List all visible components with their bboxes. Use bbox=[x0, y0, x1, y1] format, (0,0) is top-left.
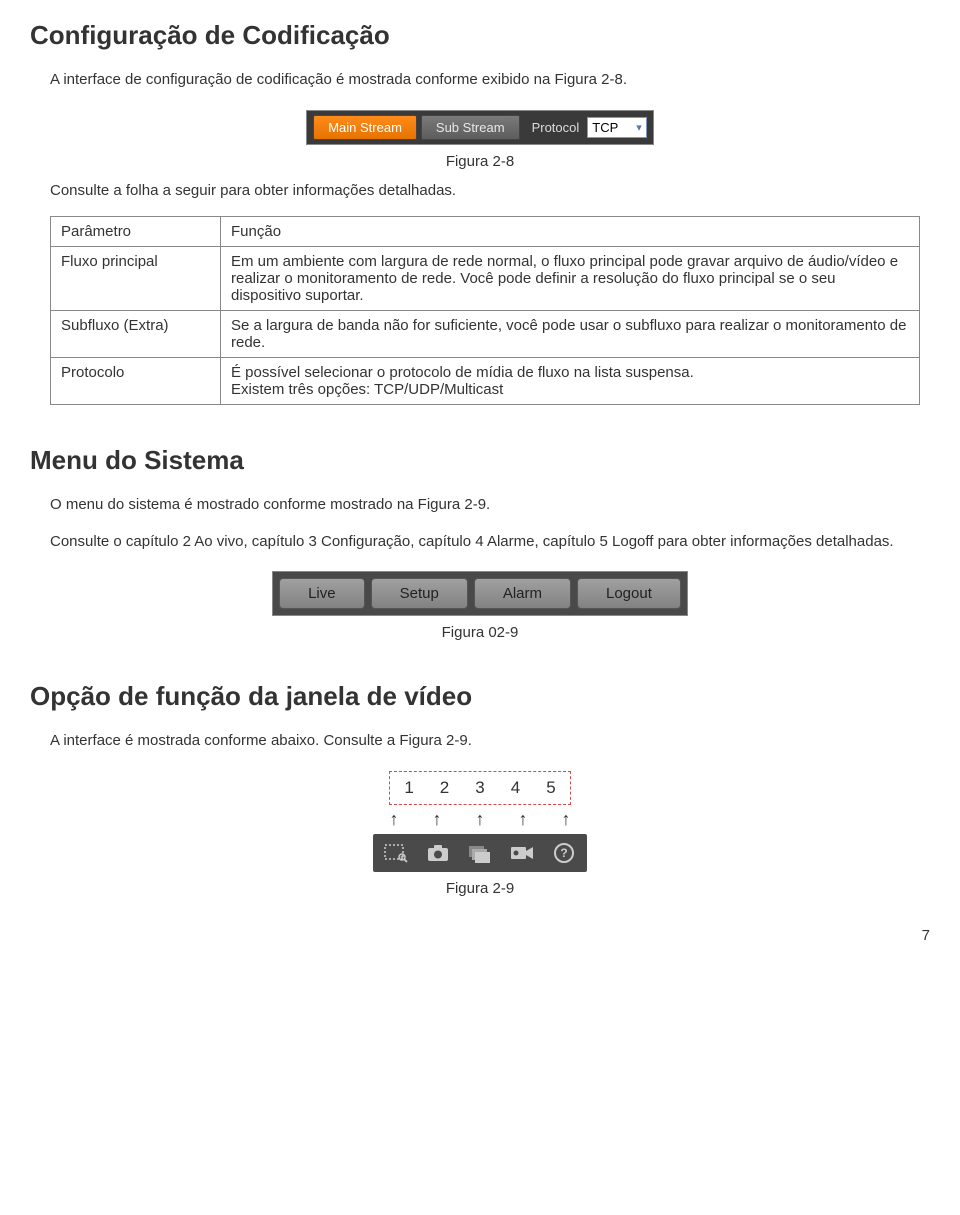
chevron-down-icon: ▾ bbox=[636, 121, 642, 134]
table-row: Fluxo principal Em um ambiente com largu… bbox=[51, 247, 920, 311]
menu-consult: Consulte o capítulo 2 Ao vivo, capítulo … bbox=[50, 531, 930, 554]
num-label: 2 bbox=[440, 778, 449, 798]
icon-bar: ? bbox=[373, 834, 587, 872]
cell-param: Protocolo bbox=[51, 358, 221, 405]
table-header-row: Parâmetro Função bbox=[51, 217, 920, 247]
arrow-up-icon: ↑ bbox=[429, 809, 446, 830]
tab-setup[interactable]: Setup bbox=[371, 578, 468, 609]
arrow-up-icon: ↑ bbox=[472, 809, 489, 830]
cell-func: É possível selecionar o protocolo de míd… bbox=[221, 358, 920, 405]
cell-func: Em um ambiente com largura de rede norma… bbox=[221, 247, 920, 311]
fig29-caption: Figura 2-9 bbox=[30, 880, 930, 897]
param-table: Parâmetro Função Fluxo principal Em um a… bbox=[50, 216, 920, 405]
consult-text: Consulte a folha a seguir para obter inf… bbox=[50, 180, 930, 203]
page-title-codificacao: Configuração de Codificação bbox=[30, 20, 930, 51]
protocol-select[interactable]: TCP ▾ bbox=[587, 117, 647, 138]
page-number: 7 bbox=[30, 927, 930, 944]
table-row: Subfluxo (Extra) Se a largura de banda n… bbox=[51, 311, 920, 358]
num-label: 3 bbox=[475, 778, 484, 798]
table-row: Protocolo É possível selecionar o protoc… bbox=[51, 358, 920, 405]
fig029-caption: Figura 02-9 bbox=[30, 624, 930, 641]
th-func: Função bbox=[221, 217, 920, 247]
number-row: 1 2 3 4 5 bbox=[389, 771, 570, 805]
sub-stream-button[interactable]: Sub Stream bbox=[421, 115, 520, 140]
help-icon[interactable]: ? bbox=[551, 842, 577, 864]
th-param: Parâmetro bbox=[51, 217, 221, 247]
tab-live[interactable]: Live bbox=[279, 578, 365, 609]
intro-text-1: A interface de configuração de codificaç… bbox=[50, 69, 930, 92]
cell-param: Fluxo principal bbox=[51, 247, 221, 311]
menu-intro: O menu do sistema é mostrado conforme mo… bbox=[50, 494, 930, 517]
num-label: 4 bbox=[511, 778, 520, 798]
snapshot-icon[interactable] bbox=[425, 842, 451, 864]
tab-alarm[interactable]: Alarm bbox=[474, 578, 571, 609]
arrow-up-icon: ↑ bbox=[386, 809, 403, 830]
tab-logout[interactable]: Logout bbox=[577, 578, 681, 609]
page-title-opcao: Opção de função da janela de vídeo bbox=[30, 681, 930, 712]
protocol-label: Protocol bbox=[532, 120, 580, 135]
arrow-up-icon: ↑ bbox=[558, 809, 575, 830]
cell-func: Se a largura de banda não for suficiente… bbox=[221, 311, 920, 358]
protocol-value: TCP bbox=[592, 120, 618, 135]
triple-snapshot-icon[interactable] bbox=[467, 842, 493, 864]
opcao-intro: A interface é mostrada conforme abaixo. … bbox=[50, 730, 930, 753]
num-label: 1 bbox=[404, 778, 413, 798]
record-icon[interactable] bbox=[509, 842, 535, 864]
stream-bar: Main Stream Sub Stream Protocol TCP ▾ bbox=[306, 110, 654, 145]
zoom-region-icon[interactable] bbox=[383, 842, 409, 864]
arrow-row: ↑ ↑ ↑ ↑ ↑ bbox=[386, 809, 575, 830]
nav-bar: Live Setup Alarm Logout bbox=[272, 571, 688, 616]
main-stream-button[interactable]: Main Stream bbox=[313, 115, 417, 140]
num-label: 5 bbox=[546, 778, 555, 798]
cell-param: Subfluxo (Extra) bbox=[51, 311, 221, 358]
fig28-caption: Figura 2-8 bbox=[30, 153, 930, 170]
page-title-menu: Menu do Sistema bbox=[30, 445, 930, 476]
svg-text:?: ? bbox=[560, 846, 567, 860]
arrow-up-icon: ↑ bbox=[515, 809, 532, 830]
